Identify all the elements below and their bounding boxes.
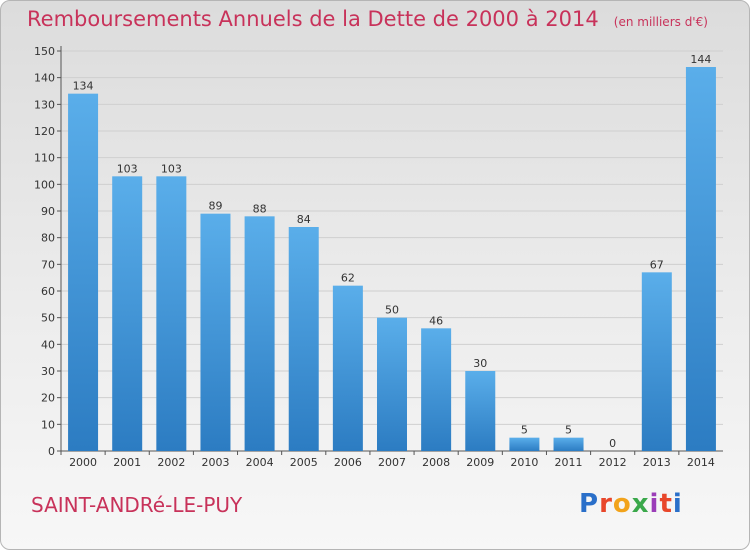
- data-label-2012: 0: [609, 437, 616, 450]
- y-tick-label: 150: [34, 45, 55, 58]
- bar-2002: [156, 176, 187, 452]
- data-label-2007: 50: [385, 304, 399, 317]
- y-tick-label: 70: [41, 258, 55, 271]
- x-tick-label-2000: 2000: [69, 456, 97, 469]
- data-label-2013: 67: [650, 258, 664, 271]
- y-tick-label: 40: [41, 338, 55, 351]
- y-tick-label: 130: [34, 98, 55, 111]
- bar-2008: [421, 328, 452, 451]
- data-label-2002: 103: [161, 162, 182, 175]
- bar-2009: [465, 371, 496, 451]
- x-tick-label-2008: 2008: [422, 456, 450, 469]
- town-name: SAINT-ANDRé-LE-PUY: [31, 493, 243, 517]
- x-tick-label-2012: 2012: [599, 456, 627, 469]
- data-label-2010: 5: [521, 424, 528, 437]
- y-tick-label: 0: [48, 445, 55, 458]
- y-tick-label: 20: [41, 392, 55, 405]
- tick-labels: 0102030405060708090100110120130140150200…: [34, 45, 715, 469]
- y-tick-label: 30: [41, 365, 55, 378]
- bar-2013: [641, 272, 672, 451]
- bar-2003: [200, 213, 231, 451]
- data-label-2003: 89: [208, 200, 222, 213]
- data-label-2011: 5: [565, 424, 572, 437]
- bar-2011: [553, 437, 584, 451]
- y-tick-label: 10: [41, 418, 55, 431]
- unit-text: (en milliers d'€): [613, 15, 708, 29]
- y-tick-label: 90: [41, 205, 55, 218]
- x-tick-label-2001: 2001: [113, 456, 141, 469]
- x-tick-label-2013: 2013: [643, 456, 671, 469]
- data-label-2009: 30: [473, 357, 487, 370]
- y-tick-label: 140: [34, 72, 55, 85]
- x-tick-label-2005: 2005: [290, 456, 318, 469]
- chart-title: Remboursements Annuels de la Dette de 20…: [27, 7, 708, 31]
- data-label-2006: 62: [341, 272, 355, 285]
- bar-2010: [509, 437, 540, 451]
- x-tick-label-2004: 2004: [246, 456, 274, 469]
- proxiti-logo[interactable]: Proxiti: [579, 489, 683, 519]
- bars: [68, 67, 716, 452]
- bar-2006: [332, 285, 363, 451]
- data-label-2005: 84: [297, 213, 311, 226]
- data-label-2000: 134: [73, 80, 94, 93]
- title-text: Remboursements Annuels de la Dette de 20…: [27, 7, 599, 31]
- y-tick-label: 50: [41, 312, 55, 325]
- y-tick-label: 110: [34, 152, 55, 165]
- y-tick-label: 60: [41, 285, 55, 298]
- x-tick-label-2003: 2003: [201, 456, 229, 469]
- bar-2007: [377, 317, 407, 451]
- bar-2014: [685, 67, 716, 451]
- bar-2000: [68, 93, 99, 452]
- x-tick-label-2011: 2011: [555, 456, 583, 469]
- bar-2005: [288, 227, 319, 451]
- y-tick-label: 120: [34, 125, 55, 138]
- y-tick-label: 80: [41, 232, 55, 245]
- x-tick-label-2007: 2007: [378, 456, 406, 469]
- data-label-2004: 88: [253, 202, 267, 215]
- y-tick-label: 100: [34, 178, 55, 191]
- x-tick-label-2010: 2010: [510, 456, 538, 469]
- bar-2001: [112, 176, 143, 452]
- bar-2004: [244, 216, 275, 451]
- x-tick-label-2014: 2014: [687, 456, 715, 469]
- x-tick-label-2009: 2009: [466, 456, 494, 469]
- x-tick-label-2002: 2002: [157, 456, 185, 469]
- data-label-2014: 144: [690, 53, 711, 66]
- x-tick-label-2006: 2006: [334, 456, 362, 469]
- data-label-2001: 103: [117, 162, 138, 175]
- data-label-2008: 46: [429, 314, 443, 327]
